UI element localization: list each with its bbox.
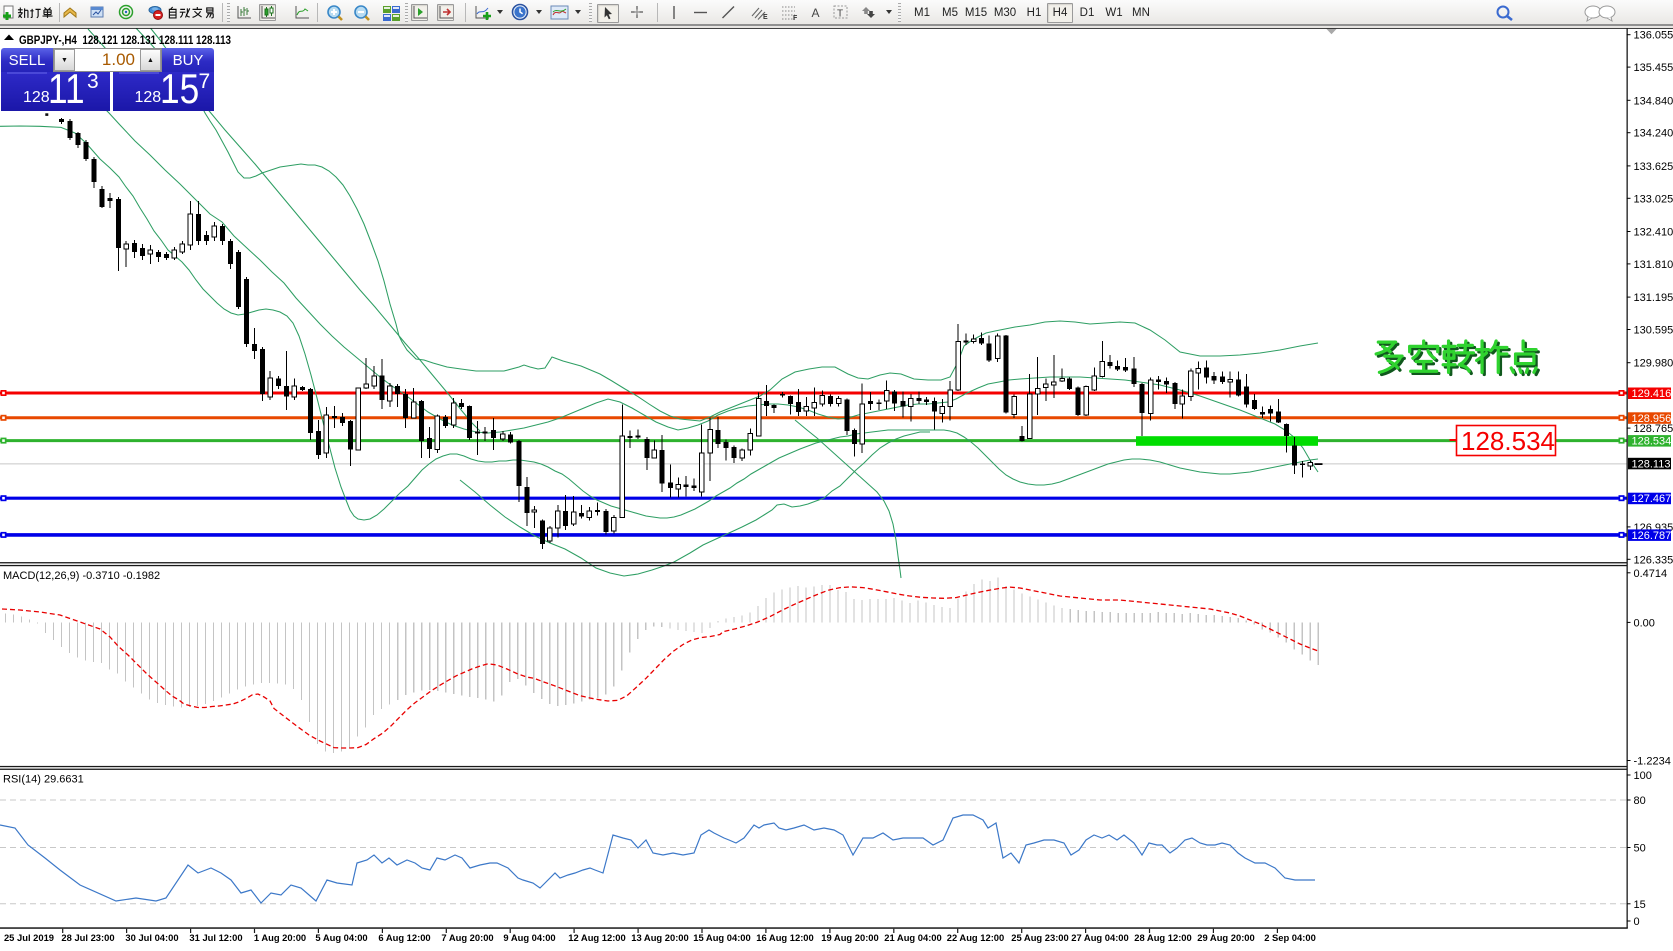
svg-text:128.113: 128.113 bbox=[1632, 458, 1671, 470]
svg-text:16 Aug 12:00: 16 Aug 12:00 bbox=[756, 932, 814, 943]
svg-text:25 Jul 2019: 25 Jul 2019 bbox=[4, 932, 54, 943]
svg-text:9 Aug 04:00: 9 Aug 04:00 bbox=[503, 932, 555, 943]
svg-text:13 Aug 20:00: 13 Aug 20:00 bbox=[631, 932, 689, 943]
svg-text:19 Aug 20:00: 19 Aug 20:00 bbox=[821, 932, 879, 943]
svg-text:28 Jul 23:00: 28 Jul 23:00 bbox=[61, 932, 114, 943]
svg-text:132.410: 132.410 bbox=[1634, 227, 1673, 239]
svg-text:5 Aug 04:00: 5 Aug 04:00 bbox=[315, 932, 367, 943]
svg-text:6 Aug 12:00: 6 Aug 12:00 bbox=[378, 932, 430, 943]
svg-text:GBPJPY-,H4 128.121 128.131 12: GBPJPY-,H4 128.121 128.131 128.111 128.1… bbox=[19, 33, 231, 47]
svg-text:-1.2234: -1.2234 bbox=[1634, 756, 1671, 768]
svg-text:127.467: 127.467 bbox=[1632, 493, 1672, 505]
svg-text:129.416: 129.416 bbox=[1632, 388, 1672, 400]
svg-text:126.787: 126.787 bbox=[1632, 530, 1672, 542]
svg-text:134.240: 134.240 bbox=[1634, 128, 1673, 140]
svg-text:135.455: 135.455 bbox=[1634, 62, 1673, 74]
svg-text:134.840: 134.840 bbox=[1634, 95, 1673, 107]
svg-text:100: 100 bbox=[1634, 770, 1652, 782]
svg-text:22 Aug 12:00: 22 Aug 12:00 bbox=[947, 932, 1005, 943]
svg-text:80: 80 bbox=[1634, 795, 1646, 807]
svg-text:0.4714: 0.4714 bbox=[1634, 568, 1668, 580]
svg-text:28 Aug 12:00: 28 Aug 12:00 bbox=[1134, 932, 1192, 943]
svg-text:25 Aug 23:00: 25 Aug 23:00 bbox=[1011, 932, 1069, 943]
svg-text:27 Aug 04:00: 27 Aug 04:00 bbox=[1071, 932, 1129, 943]
svg-text:21 Aug 04:00: 21 Aug 04:00 bbox=[884, 932, 942, 943]
svg-text:133.625: 133.625 bbox=[1634, 161, 1673, 173]
svg-text:133.025: 133.025 bbox=[1634, 193, 1673, 205]
svg-text:15 Aug 04:00: 15 Aug 04:00 bbox=[693, 932, 751, 943]
svg-text:E: E bbox=[763, 14, 768, 21]
svg-text:129.980: 129.980 bbox=[1634, 358, 1673, 370]
svg-text:131.195: 131.195 bbox=[1634, 292, 1673, 304]
svg-text:50: 50 bbox=[1634, 843, 1646, 855]
svg-text:128.534: 128.534 bbox=[1461, 426, 1555, 456]
svg-text:A: A bbox=[812, 6, 820, 20]
svg-text:126.335: 126.335 bbox=[1634, 554, 1673, 566]
svg-text:RSI(14) 29.6631: RSI(14) 29.6631 bbox=[3, 774, 84, 786]
svg-text:31 Jul 12:00: 31 Jul 12:00 bbox=[189, 932, 242, 943]
svg-text:128.534: 128.534 bbox=[1632, 436, 1672, 448]
svg-text:0.00: 0.00 bbox=[1634, 617, 1655, 629]
svg-text:15: 15 bbox=[1634, 899, 1646, 911]
svg-text:F: F bbox=[793, 15, 798, 21]
svg-text:2 Sep 04:00: 2 Sep 04:00 bbox=[1264, 932, 1316, 943]
svg-text:136.055: 136.055 bbox=[1634, 30, 1673, 42]
svg-text:12 Aug 12:00: 12 Aug 12:00 bbox=[568, 932, 626, 943]
svg-text:131.810: 131.810 bbox=[1634, 259, 1673, 271]
svg-text:128.765: 128.765 bbox=[1634, 423, 1673, 435]
svg-text:0: 0 bbox=[1634, 916, 1640, 928]
svg-text:T: T bbox=[837, 9, 843, 20]
svg-text:130.595: 130.595 bbox=[1634, 325, 1673, 337]
svg-text:MACD(12,26,9) -0.3710 -0.1982: MACD(12,26,9) -0.3710 -0.1982 bbox=[3, 570, 160, 582]
svg-text:29 Aug 20:00: 29 Aug 20:00 bbox=[1197, 932, 1255, 943]
svg-text:1 Aug 20:00: 1 Aug 20:00 bbox=[254, 932, 306, 943]
svg-text:128.956: 128.956 bbox=[1632, 413, 1672, 425]
svg-text:30 Jul 04:00: 30 Jul 04:00 bbox=[125, 932, 178, 943]
svg-text:7 Aug 20:00: 7 Aug 20:00 bbox=[441, 932, 493, 943]
